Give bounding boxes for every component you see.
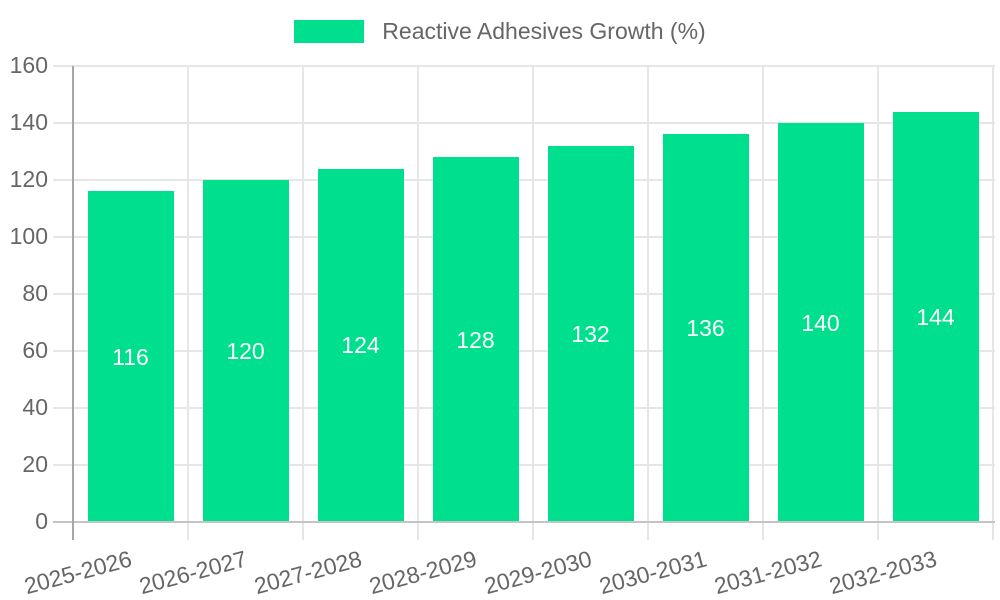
x-axis-tick-label: 2025-2026 <box>20 545 134 600</box>
bar-value-label: 136 <box>686 315 725 342</box>
y-axis-tick-label: 0 <box>35 508 48 534</box>
y-axis-tick-label: 60 <box>22 337 48 363</box>
x-gridline <box>532 66 534 540</box>
y-axis-tick-label: 80 <box>22 280 48 306</box>
x-gridline <box>187 66 189 540</box>
x-axis-tick-label: 2030-2031 <box>595 545 709 600</box>
y-gridline <box>53 407 995 409</box>
x-axis-line <box>53 521 995 523</box>
bar[interactable] <box>662 134 749 522</box>
x-axis-tick-label: 2029-2030 <box>480 545 594 600</box>
x-gridline <box>992 66 994 540</box>
x-axis-tick-label: 2027-2028 <box>250 545 364 600</box>
x-axis-tick-label: 2032-2033 <box>825 545 939 600</box>
bar[interactable] <box>432 157 519 522</box>
bar[interactable] <box>892 111 979 522</box>
legend-label: Reactive Adhesives Growth (%) <box>382 18 706 44</box>
legend-swatch-icon <box>294 20 365 43</box>
bar-value-label: 116 <box>112 343 149 370</box>
y-axis-line <box>72 66 74 540</box>
bar-value-label: 124 <box>341 332 380 359</box>
bar[interactable] <box>202 180 289 522</box>
x-gridline <box>647 66 649 540</box>
x-axis-tick-label: 2026-2027 <box>135 545 249 600</box>
x-gridline <box>417 66 419 540</box>
x-axis-tick-label: 2031-2032 <box>710 545 824 600</box>
y-gridline <box>53 350 995 352</box>
y-gridline <box>53 179 995 181</box>
bar-value-label: 128 <box>456 326 495 353</box>
bar-value-label: 132 <box>571 320 610 347</box>
bar-value-label: 120 <box>226 338 265 364</box>
y-axis-tick-label: 140 <box>9 109 48 135</box>
x-gridline <box>762 66 764 540</box>
y-gridline <box>53 293 995 295</box>
bar[interactable] <box>777 123 864 522</box>
bar-value-label: 140 <box>801 309 840 336</box>
y-gridline <box>53 122 995 124</box>
y-axis-tick-label: 20 <box>22 451 48 477</box>
y-axis-tick-label: 120 <box>9 166 48 192</box>
chart-legend[interactable]: Reactive Adhesives Growth (%) <box>0 20 1000 43</box>
x-gridline <box>302 66 304 540</box>
y-gridline <box>53 65 995 67</box>
x-axis-tick-label: 2028-2029 <box>365 545 479 600</box>
x-gridline <box>877 66 879 540</box>
y-gridline <box>53 464 995 466</box>
y-axis-tick-label: 160 <box>9 52 48 78</box>
y-gridline <box>53 236 995 238</box>
bar[interactable] <box>317 168 404 522</box>
y-axis-tick-label: 100 <box>9 223 48 249</box>
y-axis-tick-label: 40 <box>22 394 48 420</box>
bar[interactable] <box>547 145 634 522</box>
bar[interactable] <box>87 191 174 522</box>
bar-value-label: 144 <box>916 303 955 330</box>
